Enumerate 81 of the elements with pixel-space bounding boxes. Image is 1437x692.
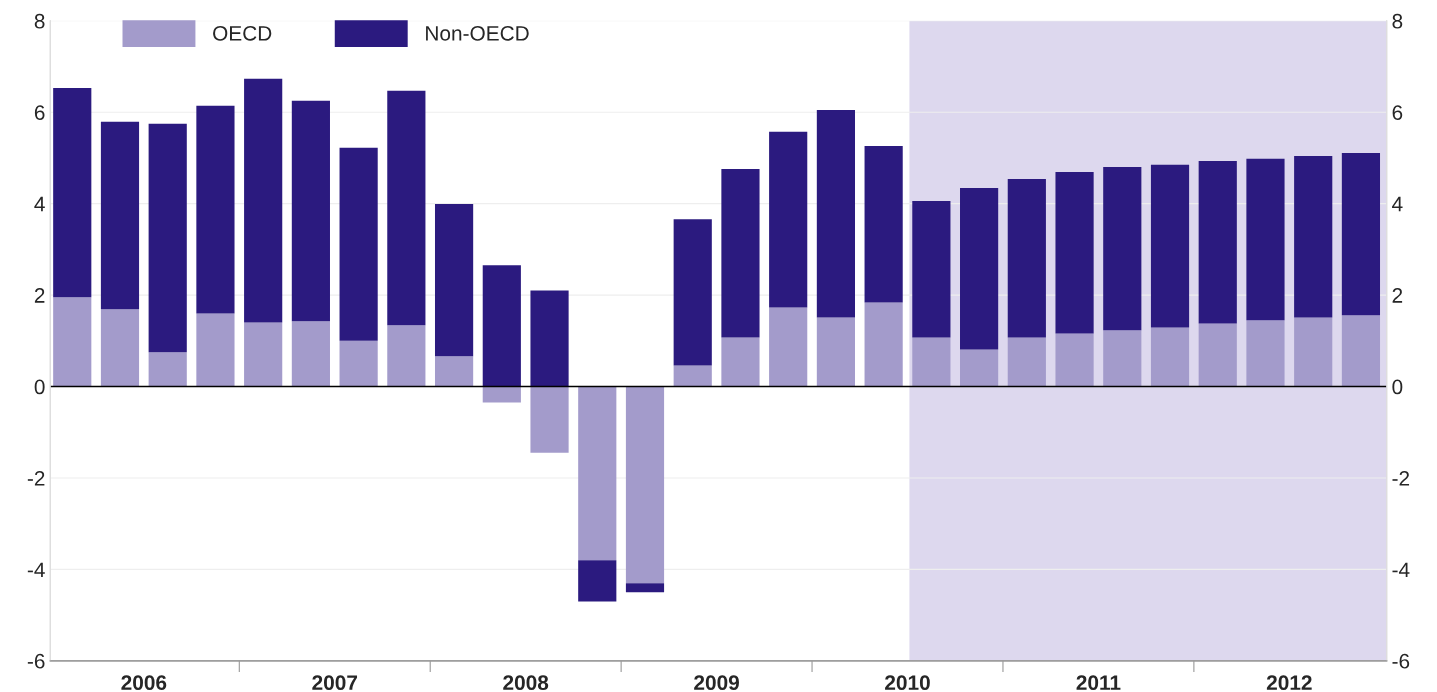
bar xyxy=(1103,330,1142,387)
bar xyxy=(1198,161,1237,324)
legend-label: OECD xyxy=(213,25,272,41)
bar xyxy=(625,386,665,584)
bar xyxy=(960,349,999,387)
bar xyxy=(196,105,235,314)
bar xyxy=(578,560,617,602)
y-tick-label: -4 xyxy=(27,562,45,577)
bar xyxy=(434,356,474,387)
legend-label: Non-OECD xyxy=(426,25,529,41)
bar xyxy=(1341,152,1381,316)
x-tick-label: 2009 xyxy=(694,675,739,691)
bar xyxy=(912,200,951,338)
y2-tick-label: -4 xyxy=(1392,562,1410,577)
y-tick-label: 6 xyxy=(34,105,45,120)
bar xyxy=(721,337,760,387)
bar xyxy=(530,290,569,387)
y-tick-label: 4 xyxy=(34,196,45,212)
bar xyxy=(1294,317,1333,387)
bar xyxy=(1103,167,1142,331)
bar xyxy=(434,204,474,357)
bar xyxy=(291,100,330,322)
bar xyxy=(100,309,140,387)
bar xyxy=(721,168,760,338)
bar xyxy=(960,188,999,350)
bar xyxy=(1341,315,1381,387)
y2-tick-label: 0 xyxy=(1392,379,1403,395)
bar xyxy=(482,386,521,403)
bar xyxy=(1294,156,1333,318)
bar xyxy=(148,352,187,387)
y2-tick-label: 2 xyxy=(1392,288,1403,303)
bar xyxy=(244,78,283,323)
y2-tick-label: 4 xyxy=(1392,196,1403,212)
y-tick-label: -6 xyxy=(27,653,45,669)
bar xyxy=(1055,172,1094,334)
y-tick-label: 8 xyxy=(34,13,45,29)
y2-tick-label: 8 xyxy=(1392,13,1403,29)
bar xyxy=(816,317,855,387)
x-tick-label: 2012 xyxy=(1266,675,1312,691)
y-tick-label: 0 xyxy=(34,379,45,395)
bar xyxy=(291,321,330,387)
y-tick-label: -2 xyxy=(27,470,45,486)
x-tick-label: 2010 xyxy=(885,675,930,691)
bar xyxy=(1150,327,1190,387)
bar xyxy=(339,147,378,341)
x-tick-label: 2007 xyxy=(312,675,358,691)
bar xyxy=(673,219,712,366)
bar xyxy=(53,87,92,298)
bar xyxy=(196,313,235,387)
bar xyxy=(387,325,426,387)
bar xyxy=(1055,333,1094,387)
bar xyxy=(1150,164,1190,328)
bar xyxy=(339,340,378,387)
y2-tick-label: -2 xyxy=(1392,470,1410,486)
bar xyxy=(53,297,92,387)
bar xyxy=(100,121,140,310)
bar xyxy=(816,109,855,318)
bar xyxy=(1246,320,1285,387)
bar xyxy=(1246,158,1285,321)
bar xyxy=(482,265,521,387)
bar xyxy=(864,146,903,303)
bar xyxy=(912,337,951,387)
y2-tick-label: 6 xyxy=(1392,105,1403,120)
bar xyxy=(387,90,426,326)
bar xyxy=(769,131,808,308)
bar xyxy=(625,583,665,593)
x-tick-label: 2008 xyxy=(503,675,549,691)
bar xyxy=(578,386,617,561)
y-tick-label: 2 xyxy=(34,288,45,303)
bar xyxy=(1007,337,1046,387)
bar xyxy=(1007,178,1046,338)
bar xyxy=(1198,323,1237,387)
bar xyxy=(769,307,808,387)
bar xyxy=(148,123,187,353)
y2-tick-label: -6 xyxy=(1392,653,1410,669)
bar xyxy=(244,322,283,387)
bar xyxy=(530,386,569,453)
x-tick-label: 2006 xyxy=(121,675,167,691)
bar xyxy=(673,365,712,387)
bar xyxy=(864,302,903,387)
x-tick-label: 2011 xyxy=(1076,675,1121,691)
